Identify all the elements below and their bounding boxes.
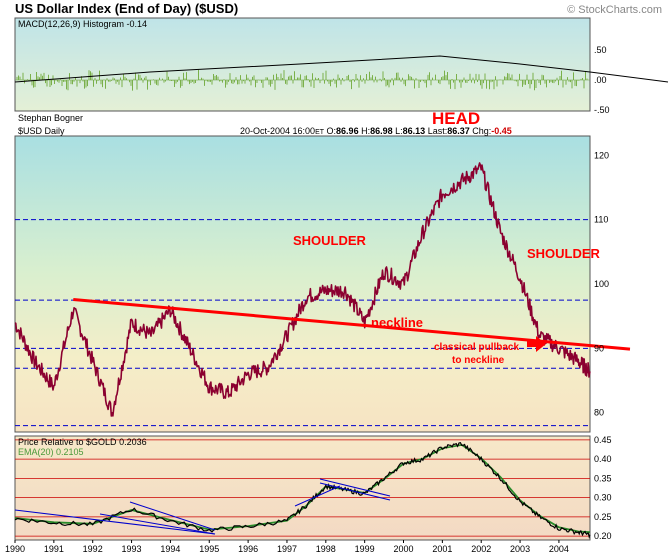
x-axis-ticks: 1990 1991 1992 1993 1994 1995 1996 1997 1998 1999…	[5, 540, 569, 554]
ratio-price-line	[14, 442, 591, 539]
x-tick-label: 1996	[238, 544, 258, 554]
ratio-tick-label: 0.30	[594, 493, 612, 503]
quote-last: 86.37	[447, 126, 470, 136]
quote-last-label: Last:	[427, 126, 448, 136]
x-tick-label: 1995	[199, 544, 219, 554]
x-tick-label: 2002	[471, 544, 491, 554]
quote-tz: ET	[315, 129, 325, 136]
ratio-tick-label: 0.35	[594, 473, 612, 483]
annotation-left-shoulder: SHOULDER	[293, 233, 367, 248]
ratio-ema-line	[14, 443, 591, 533]
x-tick-label: 1994	[160, 544, 180, 554]
x-tick-label: 1991	[44, 544, 64, 554]
ema-label: EMA(20) 0.2105	[18, 447, 84, 457]
stockcharts-watermark[interactable]: © StockCharts.com	[567, 4, 662, 16]
quote-open: 86.96	[336, 126, 359, 136]
chart-title: US Dollar Index (End of Day) ($USD)	[15, 1, 239, 16]
price-tick-label: 110	[594, 215, 608, 225]
annotation-right-shoulder: SHOULDER	[527, 246, 601, 261]
author-label: Stephan Bogner	[18, 113, 84, 123]
annotation-pullback-line2: to neckline	[452, 355, 505, 366]
macd-y-ticks: .50 .00 -.50	[594, 45, 610, 115]
ratio-tick-label: 0.25	[594, 512, 612, 522]
macd-label-text: MACD(12,26,9) Histogram	[18, 19, 125, 29]
quote-info: 20-Oct-2004 16:00ET O:86.96 H:86.98 L:86…	[240, 126, 512, 136]
ratio-label-text: Price Relative to $GOLD	[18, 437, 117, 447]
ratio-tick-label: 0.45	[594, 435, 612, 445]
annotation-pullback-line1: classical pullback	[434, 342, 519, 353]
quote-low-label: L:	[395, 126, 403, 136]
pullback-arrow-icon	[527, 336, 546, 352]
price-tick-label: 90	[594, 343, 604, 353]
quote-chg-label: Chg:	[472, 126, 492, 136]
quote-date: 20-Oct-2004 16:00	[240, 126, 316, 136]
x-tick-label: 2000	[393, 544, 413, 554]
quote-open-label: O:	[326, 126, 337, 136]
x-tick-label: 1997	[277, 544, 297, 554]
ratio-y-ticks: 0.45 0.40 0.35 0.30 0.25 0.20	[594, 435, 612, 541]
quote-high-label: H:	[361, 126, 371, 136]
price-tick-label: 80	[594, 408, 604, 418]
price-tick-label: 100	[594, 279, 609, 289]
macd-tick-label: .50	[594, 45, 607, 55]
ratio-panel-bg	[14, 435, 591, 541]
symbol-label: $USD Daily	[18, 126, 65, 136]
macd-panel	[14, 17, 669, 112]
x-tick-label: 1992	[83, 544, 103, 554]
price-panel-bg	[14, 135, 591, 433]
price-tick-label: 120	[594, 150, 609, 160]
quote-high: 86.98	[370, 126, 393, 136]
macd-signal-line	[14, 55, 669, 83]
ratio-tick-label: 0.40	[594, 454, 612, 464]
x-tick-label: 1990	[5, 544, 25, 554]
price-panel	[14, 135, 631, 433]
ratio-label: Price Relative to $GOLD 0.2036	[18, 437, 147, 447]
quote-low: 86.13	[402, 126, 426, 136]
price-y-ticks: 120 110 100 90 80	[594, 150, 609, 417]
macd-histogram	[15, 69, 590, 91]
ratio-value: 0.2036	[119, 437, 147, 447]
x-tick-label: 2004	[549, 544, 569, 554]
quote-chg: -0.45	[491, 126, 512, 136]
ratio-tick-label: 0.20	[594, 531, 612, 541]
x-tick-label: 1999	[355, 544, 375, 554]
macd-panel-bg	[14, 17, 591, 112]
ema-label-text: EMA(20)	[18, 447, 54, 457]
x-tick-label: 1998	[316, 544, 336, 554]
x-tick-label: 1993	[122, 544, 142, 554]
ratio-trend-lines	[14, 478, 391, 535]
x-tick-label: 2003	[510, 544, 530, 554]
ema-value: 0.2105	[56, 447, 84, 457]
macd-label: MACD(12,26,9) Histogram -0.14	[18, 19, 147, 29]
x-tick-label: 2001	[432, 544, 452, 554]
macd-tick-label: -.50	[594, 105, 610, 115]
annotation-neckline: neckline	[371, 315, 423, 330]
usd-price-line	[14, 162, 591, 417]
annotation-head: HEAD	[432, 109, 480, 128]
macd-value: -0.14	[126, 19, 148, 29]
ratio-panel	[14, 435, 591, 541]
macd-tick-label: .00	[594, 75, 607, 85]
